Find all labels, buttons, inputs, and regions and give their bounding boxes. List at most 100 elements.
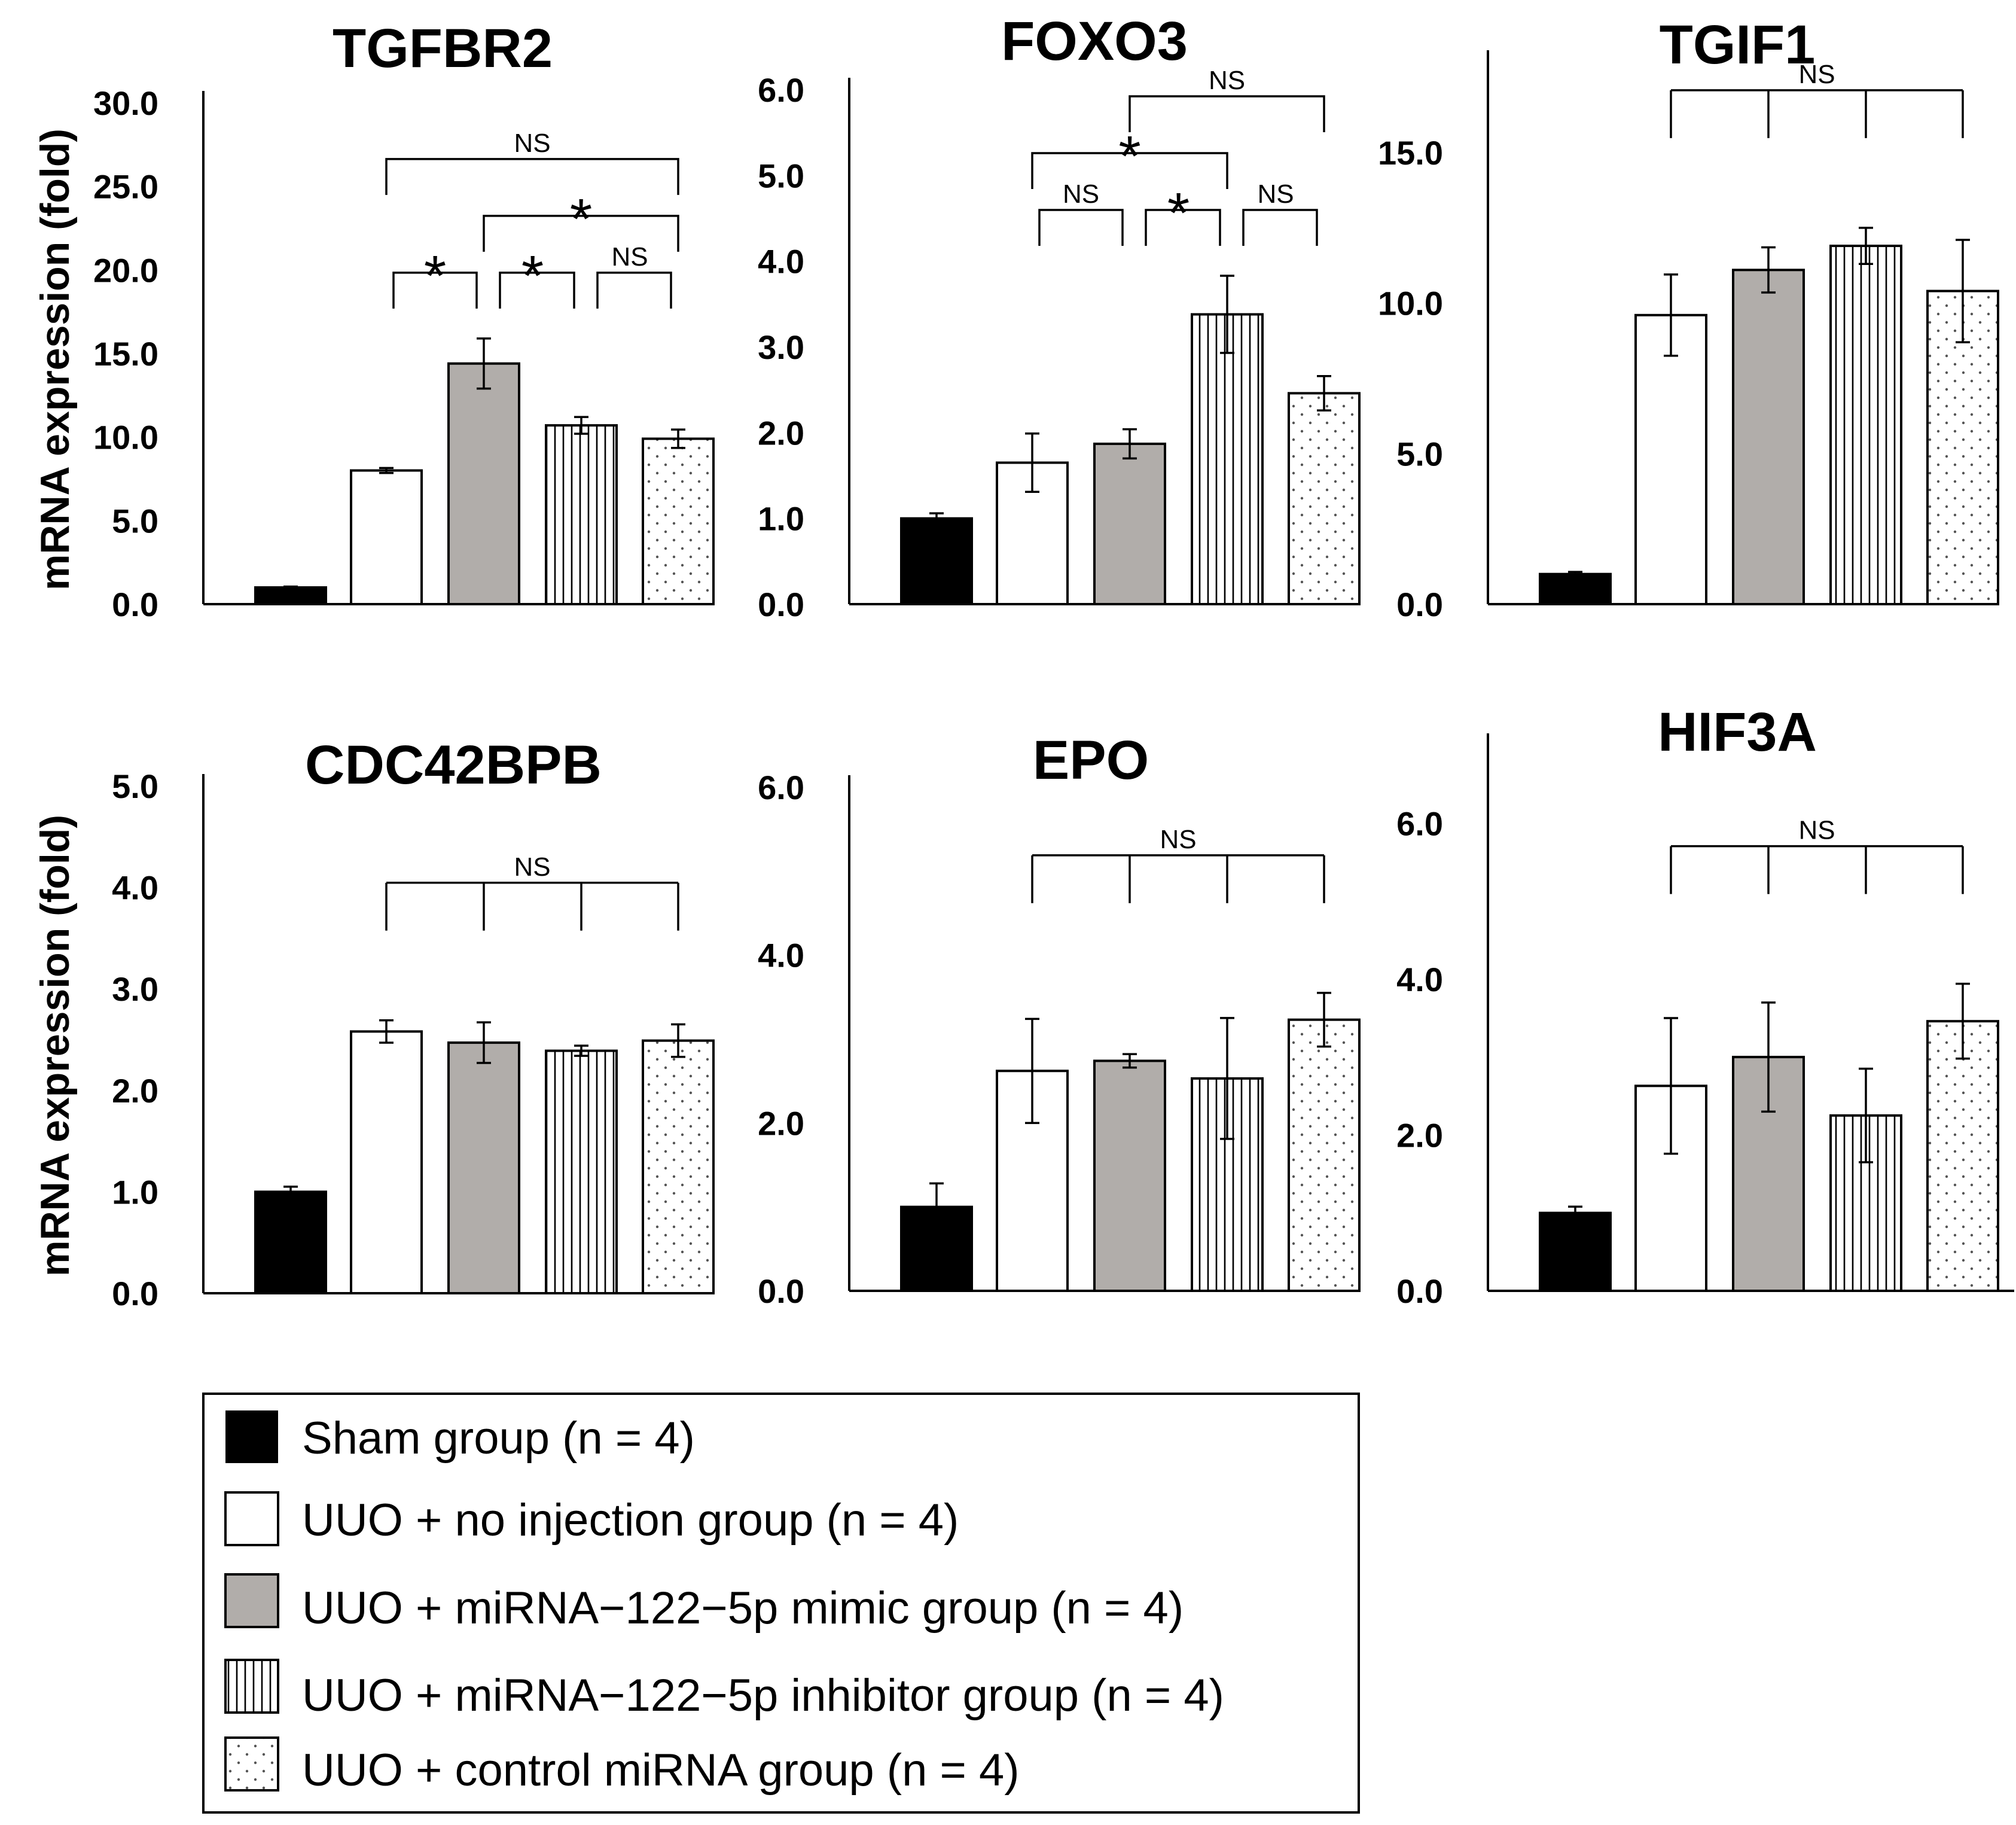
- y-tick-label: 20.0: [93, 251, 158, 289]
- bar-inhibitor: [1829, 1114, 1902, 1293]
- bar-inhibitor: [1829, 245, 1902, 605]
- y-tick-label: 4.0: [1396, 961, 1443, 998]
- legend-swatch-inhibitor: [224, 1659, 279, 1714]
- significance-ns: NS: [1063, 179, 1099, 209]
- y-tick-label: 4.0: [112, 869, 158, 907]
- panel-foxo3: FOXO3 0.0 1.0 2.0 3.0 4.0 5.0 6.0 NS * NS * NS: [758, 11, 1361, 623]
- y-tick-label: 2.0: [1396, 1116, 1443, 1154]
- panel-title: EPO: [1033, 730, 1149, 791]
- legend: Sham group (n = 4) UUO + no injection gr…: [202, 1393, 1360, 1814]
- y-tick-label: 3.0: [112, 970, 158, 1008]
- significance-ns: NS: [514, 852, 550, 882]
- y-tick-label: 5.0: [112, 502, 158, 540]
- significance-bracket: [1145, 209, 1221, 246]
- y-tick-label: 6.0: [758, 769, 804, 806]
- bar-sham: [1539, 572, 1612, 606]
- panel-hif3a: HIF3A 0.0 2.0 4.0 6.0 NS: [1396, 702, 2014, 1310]
- bar-control: [1288, 392, 1361, 606]
- significance-ns: NS: [1257, 179, 1294, 209]
- significance-ns: NS: [611, 242, 648, 272]
- significance-star: *: [1167, 181, 1190, 245]
- bar-mimic: [447, 1041, 520, 1294]
- bar-control: [1926, 1020, 1999, 1292]
- legend-label-inhibitor: UUO + miRNA−122−5p inhibitor group (n = …: [302, 1670, 1224, 1721]
- significance-bracket: [1242, 209, 1318, 246]
- bar-inhibitor: [1191, 313, 1264, 605]
- legend-swatch-mimic: [224, 1573, 279, 1628]
- bar-control: [642, 437, 715, 606]
- y-tick-label: 10.0: [93, 419, 158, 456]
- panel-cdc42bpb: CDC42BPB mRNA expression (fold) 0.0 1.0 2.0 3…: [32, 735, 715, 1312]
- bar-mimic: [447, 362, 520, 605]
- significance-bracket: [1038, 209, 1124, 246]
- significance-star: *: [424, 244, 446, 308]
- y-tick-label: 0.0: [112, 1275, 158, 1312]
- y-tick-label: 15.0: [93, 335, 158, 373]
- bar-control: [642, 1039, 715, 1295]
- y-tick-label: 3.0: [758, 328, 804, 366]
- bar-mimic: [1093, 1059, 1166, 1293]
- significance-bracket: [483, 215, 679, 252]
- panel-tgif1: TGIF1 0.0 5.0 10.0 15.0 NS: [1378, 14, 1999, 623]
- y-tick-label: 2.0: [112, 1072, 158, 1110]
- significance-ns: NS: [1160, 825, 1196, 854]
- significance-bracket: [1129, 95, 1325, 133]
- significance-bracket: [596, 272, 672, 309]
- bar-no-injection: [350, 1030, 423, 1294]
- bar-no-injection: [350, 469, 423, 605]
- y-tick-label: 30.0: [93, 84, 158, 122]
- bar-no-injection: [1634, 313, 1707, 605]
- significance-bracket: [385, 158, 679, 195]
- significance-ns: NS: [514, 129, 550, 158]
- significance-star: *: [570, 187, 592, 251]
- y-tick-label: 0.0: [112, 586, 158, 623]
- significance-ns: NS: [1798, 60, 1835, 89]
- bar-sham: [1539, 1211, 1612, 1292]
- y-tick-label: 25.0: [93, 168, 158, 206]
- y-tick-label: 2.0: [758, 1104, 804, 1142]
- significance-ns: NS: [1798, 816, 1835, 845]
- bar-inhibitor: [545, 1049, 618, 1294]
- legend-swatch-no-injection: [224, 1491, 279, 1546]
- bar-mimic: [1093, 442, 1166, 605]
- bar-sham: [900, 517, 973, 606]
- legend-swatch-sham: [225, 1410, 278, 1463]
- bar-mimic: [1732, 269, 1805, 605]
- bar-sham: [254, 586, 327, 605]
- significance-bracket: [392, 272, 478, 309]
- y-tick-label: 5.0: [112, 767, 158, 805]
- y-tick-label: 0.0: [758, 586, 804, 623]
- y-axis-label: mRNA expression (fold): [32, 129, 78, 590]
- y-tick-label: 0.0: [1396, 1272, 1443, 1310]
- y-tick-label: 4.0: [758, 937, 804, 974]
- y-tick-label: 0.0: [1396, 586, 1443, 623]
- y-tick-label: 0.0: [758, 1272, 804, 1310]
- legend-label-control: UUO + control miRNA group (n = 4): [302, 1745, 1020, 1796]
- significance-bracket: [499, 272, 575, 309]
- significance-star: *: [1118, 124, 1140, 188]
- legend-box: [202, 1393, 1360, 1814]
- y-tick-label: 6.0: [758, 71, 804, 109]
- panel-title: TGIF1: [1660, 14, 1816, 75]
- y-tick-label: 6.0: [1396, 805, 1443, 842]
- y-tick-label: 5.0: [758, 157, 804, 194]
- y-tick-label: 1.0: [758, 500, 804, 538]
- significance-star: *: [521, 244, 544, 308]
- bar-inhibitor: [545, 424, 618, 605]
- legend-label-no-injection: UUO + no injection group (n = 4): [302, 1495, 959, 1546]
- bar-sham: [254, 1190, 327, 1295]
- legend-label-mimic: UUO + miRNA−122−5p mimic group (n = 4): [302, 1583, 1184, 1634]
- legend-label-sham: Sham group (n = 4): [302, 1413, 695, 1464]
- legend-swatch-control: [224, 1736, 279, 1792]
- y-tick-label: 10.0: [1378, 285, 1443, 322]
- y-tick-label: 4.0: [758, 243, 804, 281]
- panel-title: HIF3A: [1658, 702, 1817, 763]
- panel-title: TGFBR2: [333, 18, 553, 79]
- y-axis-label: mRNA expression (fold): [32, 815, 78, 1276]
- significance-ns: NS: [1209, 66, 1245, 95]
- y-tick-label: 15.0: [1378, 134, 1443, 172]
- significance-bracket: [1031, 152, 1228, 190]
- panel-epo: EPO 0.0 2.0 4.0 6.0 NS: [758, 730, 1361, 1310]
- y-tick-label: 1.0: [112, 1173, 158, 1211]
